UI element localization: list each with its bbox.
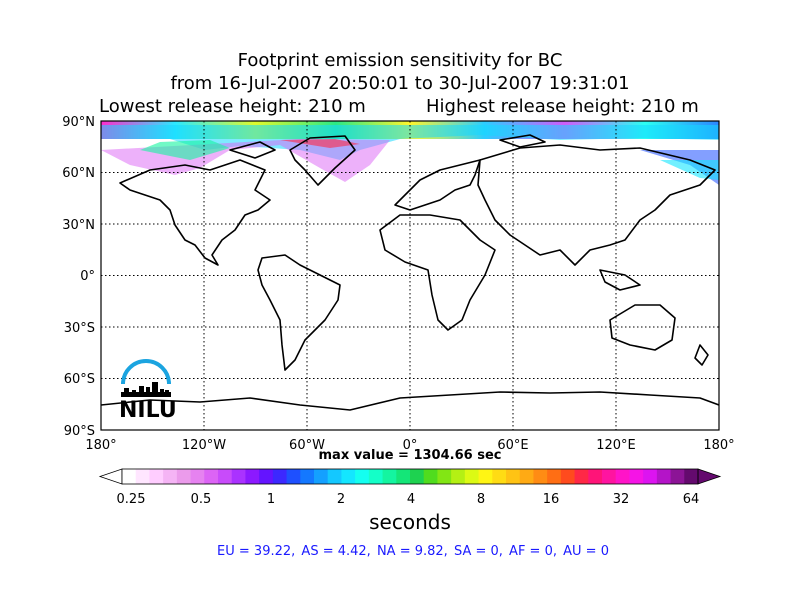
colorbar-tick-label: 64 bbox=[682, 492, 700, 507]
colorbar-swatch bbox=[574, 469, 589, 484]
colorbar-tick-label: 0.5 bbox=[190, 492, 212, 507]
lat-label: 0° bbox=[80, 269, 95, 284]
colorbar-tick-label: 16 bbox=[542, 492, 560, 507]
lat-label: 90°N bbox=[62, 115, 95, 130]
graticule bbox=[101, 121, 719, 430]
colorbar-swatch bbox=[656, 469, 672, 484]
coastlines bbox=[101, 134, 719, 411]
max-value-label: max value = 1304.66 sec bbox=[318, 448, 502, 463]
latitude-labels: 90°N 60°N 30°N 0° 30°S 60°S 90°S bbox=[62, 115, 95, 439]
colorbar-swatch bbox=[204, 469, 219, 484]
lon-label: 60°E bbox=[497, 438, 528, 453]
colorbar-tick-label: 0.25 bbox=[116, 492, 146, 507]
colorbar-swatch bbox=[492, 469, 507, 484]
colorbar-swatch bbox=[629, 469, 644, 484]
colorbar-swatch bbox=[218, 469, 233, 484]
colorbar-swatch bbox=[451, 469, 466, 484]
colorbar-swatch bbox=[464, 469, 480, 484]
colorbar-swatch bbox=[670, 469, 685, 484]
map-frame bbox=[100, 120, 720, 431]
colorbar-swatch bbox=[245, 469, 260, 484]
colorbar-swatch bbox=[368, 469, 384, 484]
colorbar-swatch bbox=[231, 469, 247, 484]
lon-label: 120°W bbox=[182, 438, 226, 453]
colorbar-tick-label: 4 bbox=[406, 492, 416, 507]
colorbar-tick-label: 8 bbox=[476, 492, 486, 507]
stat-as: AS = 4.42, bbox=[301, 544, 371, 559]
colorbar-tick-label: 1 bbox=[266, 492, 276, 507]
colorbar-extend-high bbox=[697, 468, 722, 485]
colorbar-swatch bbox=[122, 469, 137, 484]
colorbar-swatch bbox=[176, 469, 192, 484]
lat-label: 90°S bbox=[64, 424, 95, 439]
colorbar-swatch bbox=[684, 469, 699, 484]
colorbar-swatch bbox=[300, 469, 315, 484]
lat-label: 60°S bbox=[64, 372, 95, 387]
lon-label: 120°E bbox=[596, 438, 636, 453]
colorbar-swatch bbox=[382, 469, 397, 484]
colorbar-swatch bbox=[643, 469, 658, 484]
colorbar-swatch bbox=[149, 469, 164, 484]
lon-label: 60°W bbox=[289, 438, 325, 453]
stat-au: AU = 0 bbox=[563, 544, 609, 559]
plot-subtitle-dates: from 16-Jul-2007 20:50:01 to 30-Jul-2007… bbox=[170, 73, 630, 94]
colorbar-swatch bbox=[560, 469, 576, 484]
nilu-logo bbox=[121, 359, 171, 397]
nilu-logo-text: NILU bbox=[119, 398, 177, 423]
colorbar-swatch bbox=[272, 469, 288, 484]
colorbar-swatch bbox=[437, 469, 452, 484]
lon-label: 180° bbox=[703, 438, 734, 453]
colorbar-swatch bbox=[506, 469, 521, 484]
logo-arc bbox=[121, 359, 171, 385]
lat-label: 60°N bbox=[62, 166, 95, 181]
colorbar-swatch bbox=[602, 469, 617, 484]
colorbar-swatch bbox=[615, 469, 631, 484]
colorbar-swatch bbox=[423, 469, 439, 484]
colorbar-swatch bbox=[259, 469, 274, 484]
stat-sa: SA = 0, bbox=[453, 544, 503, 559]
colorbar-swatch bbox=[519, 469, 535, 484]
stat-eu: EU = 39.22, bbox=[217, 544, 296, 559]
lon-label: 180° bbox=[85, 438, 116, 453]
region-stats: EU = 39.22, AS = 4.42, NA = 9.82, SA = 0… bbox=[0, 544, 800, 559]
colorbar-swatch bbox=[163, 469, 178, 484]
colorbar-swatch bbox=[396, 469, 411, 484]
stat-na: NA = 9.82, bbox=[376, 544, 448, 559]
stat-af: AF = 0, bbox=[509, 544, 557, 559]
colorbar-tick-label: 32 bbox=[612, 492, 630, 507]
colorbar-tick-label: 2 bbox=[336, 492, 346, 507]
colorbar bbox=[98, 468, 722, 485]
colorbar-swatch bbox=[410, 469, 425, 484]
colorbar-swatch bbox=[327, 469, 343, 484]
colorbar-swatch bbox=[588, 469, 603, 484]
colorbar-swatch bbox=[355, 469, 370, 484]
colorbar-extend-low bbox=[98, 468, 123, 485]
lowest-release-height: Lowest release height: 210 m bbox=[99, 96, 366, 117]
plot-title: Footprint emission sensitivity for BC bbox=[237, 50, 563, 71]
colorbar-unit-label: seconds bbox=[369, 510, 451, 534]
colorbar-frame bbox=[121, 468, 699, 485]
colorbar-swatch bbox=[135, 469, 151, 484]
colorbar-swatch bbox=[547, 469, 562, 484]
lat-label: 30°N bbox=[62, 218, 95, 233]
logo-skyline bbox=[121, 382, 171, 397]
lon-label: 0° bbox=[403, 438, 418, 453]
colorbar-swatch bbox=[190, 469, 205, 484]
colorbar-swatch bbox=[478, 469, 493, 484]
highest-release-height: Highest release height: 210 m bbox=[426, 96, 699, 117]
colorbar-swatch bbox=[314, 469, 329, 484]
colorbar-swatch bbox=[286, 469, 301, 484]
colorbar-swatch bbox=[341, 469, 356, 484]
colorbar-swatch bbox=[533, 469, 548, 484]
lat-label: 30°S bbox=[64, 321, 95, 336]
longitude-labels: 180° 120°W 60°W 0° 60°E 120°E 180° bbox=[85, 438, 734, 453]
